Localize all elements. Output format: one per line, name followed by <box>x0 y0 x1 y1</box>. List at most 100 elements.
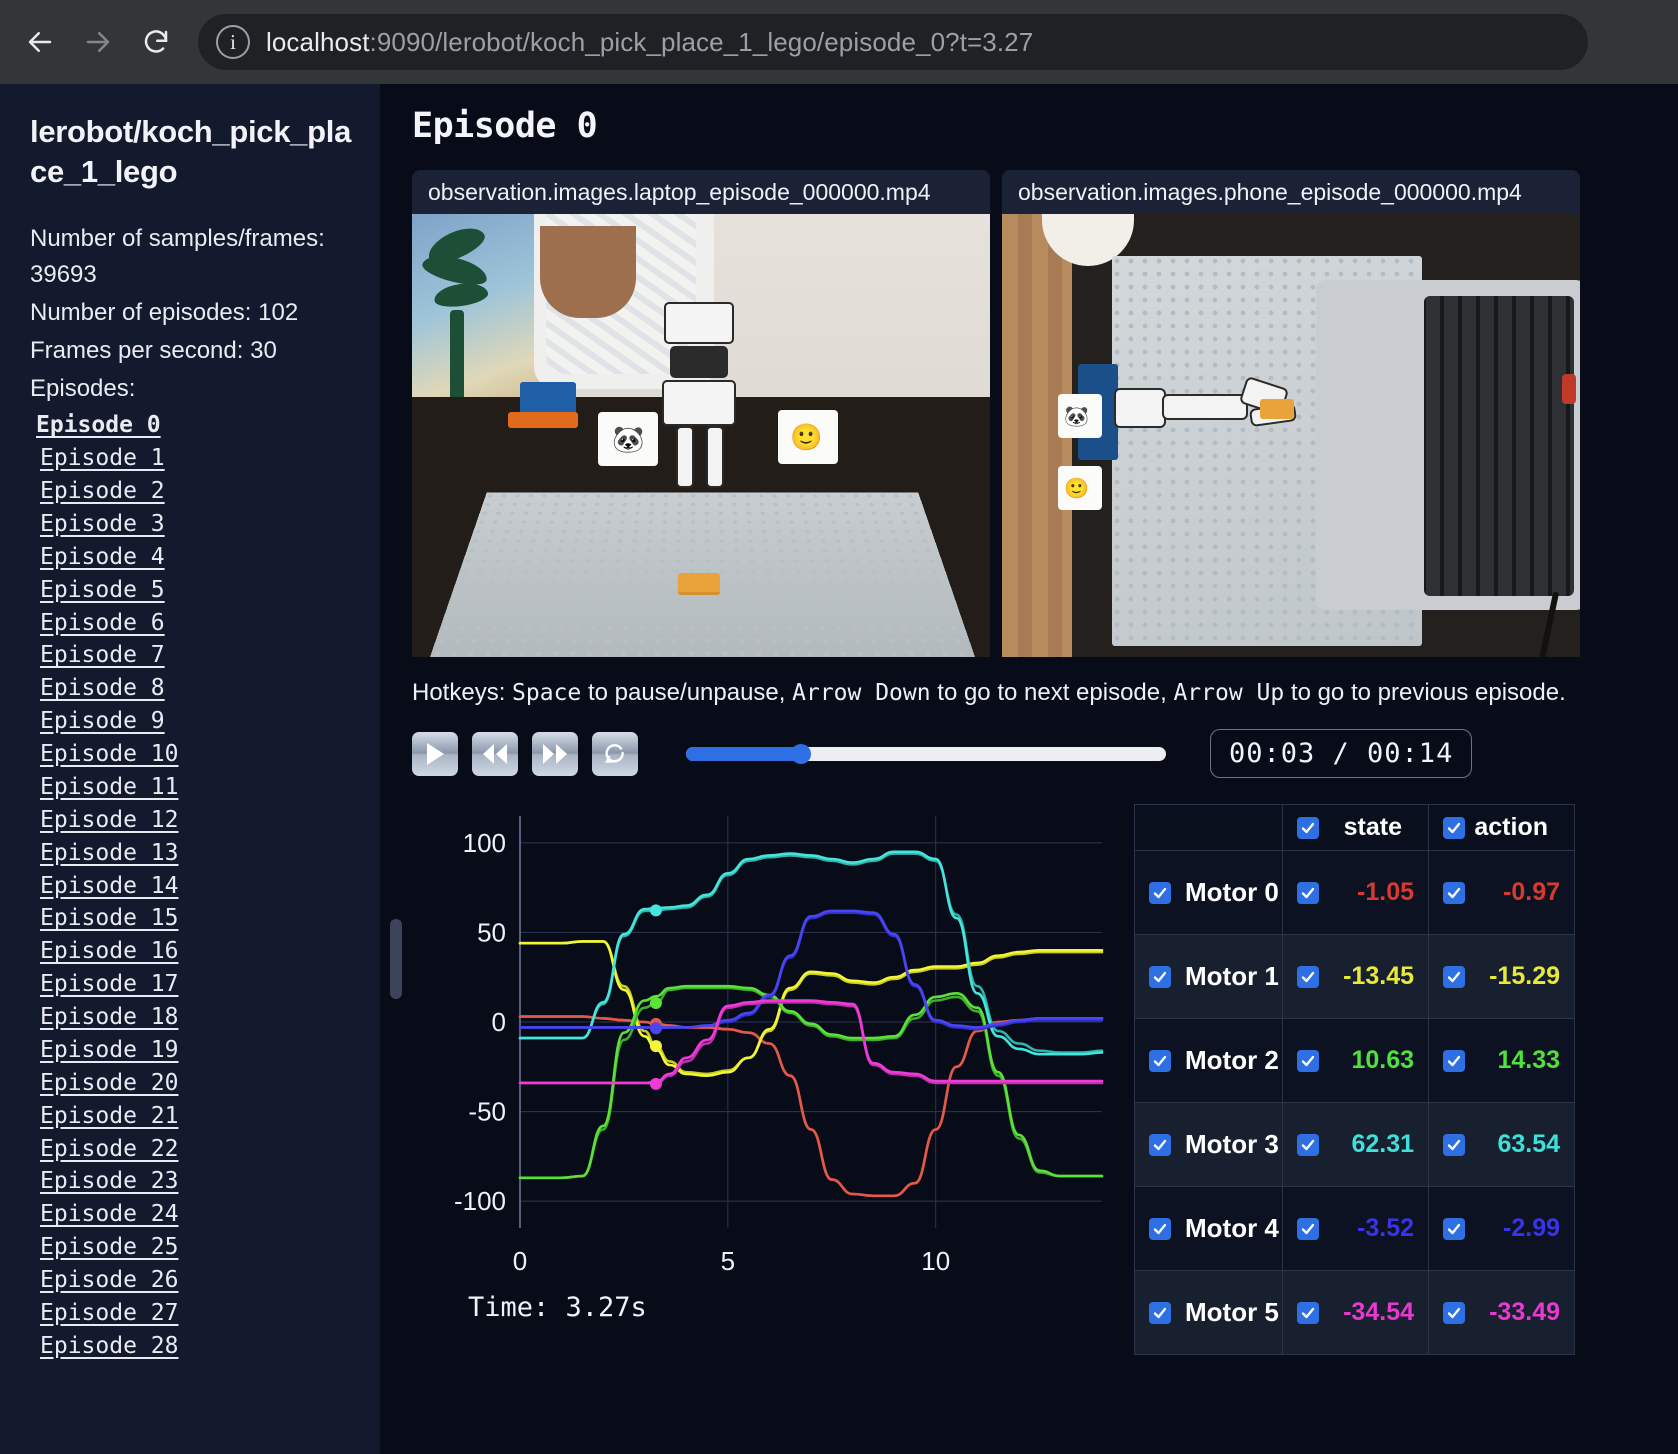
fast-forward-button[interactable] <box>532 731 578 776</box>
motor-0-state-checkbox[interactable] <box>1297 881 1319 904</box>
check-icon <box>1447 1055 1461 1066</box>
hotkeys-text-3: to go to previous episode. <box>1284 679 1566 706</box>
site-info-icon[interactable]: i <box>216 25 250 59</box>
motor-5-action-checkbox[interactable] <box>1443 1301 1465 1324</box>
sidebar-episode-2[interactable]: Episode 2 <box>40 478 165 505</box>
sidebar-episode-16[interactable]: Episode 16 <box>40 938 179 965</box>
browser-toolbar: i localhost:9090/lerobot/koch_pick_place… <box>0 0 1678 84</box>
sidebar-episode-5[interactable]: Episode 5 <box>40 576 165 603</box>
table-row: Motor 4 -3.52 -2.99 <box>1134 1186 1575 1271</box>
cell-motor-state-4: -3.52 <box>1282 1186 1429 1271</box>
video-player-laptop[interactable]: 🐼 🙂 <box>412 214 990 657</box>
sidebar-episode-14[interactable]: Episode 14 <box>40 872 179 899</box>
sidebar-episode-8[interactable]: Episode 8 <box>40 675 165 702</box>
motor-5-state-checkbox[interactable] <box>1297 1301 1319 1324</box>
sidebar-episode-26[interactable]: Episode 26 <box>40 1267 179 1294</box>
y-tick-label: -100 <box>454 1186 506 1216</box>
sidebar-episode-28[interactable]: Episode 28 <box>40 1332 179 1359</box>
sidebar-episode-20[interactable]: Episode 20 <box>40 1069 179 1096</box>
motor-4-state-checkbox[interactable] <box>1297 1217 1319 1240</box>
motor-3-checkbox[interactable] <box>1149 1133 1171 1156</box>
sidebar-episode-21[interactable]: Episode 21 <box>40 1102 179 1129</box>
motor-table-head: state action <box>1134 804 1575 851</box>
motor-0-state-value: -1.05 <box>1357 878 1414 906</box>
motor-3-action-checkbox[interactable] <box>1443 1133 1465 1156</box>
motor-1-state-checkbox[interactable] <box>1297 965 1319 988</box>
sidebar-episode-25[interactable]: Episode 25 <box>40 1234 179 1261</box>
sidebar-episode-17[interactable]: Episode 17 <box>40 971 179 998</box>
motor-table: state action Motor 0 -1.05 -0.97 Mot <box>1134 804 1575 1355</box>
header-action: action <box>1428 804 1575 851</box>
sidebar-episode-18[interactable]: Episode 18 <box>40 1004 179 1031</box>
check-icon <box>1301 822 1315 833</box>
panel-scrollbar-handle[interactable] <box>390 919 402 999</box>
seek-slider[interactable] <box>686 743 1166 764</box>
sidebar-episode-13[interactable]: Episode 13 <box>40 839 179 866</box>
sidebar-episode-24[interactable]: Episode 24 <box>40 1201 179 1228</box>
seek-handle[interactable] <box>791 743 812 764</box>
sidebar-episode-23[interactable]: Episode 23 <box>40 1168 179 1195</box>
motor-0-checkbox[interactable] <box>1149 881 1171 904</box>
address-bar[interactable]: i localhost:9090/lerobot/koch_pick_place… <box>198 14 1588 70</box>
motor-3-action-value: 63.54 <box>1497 1130 1560 1158</box>
sidebar-episode-3[interactable]: Episode 3 <box>40 510 165 537</box>
arrow-left-icon <box>28 32 52 52</box>
motor-4-checkbox[interactable] <box>1149 1217 1171 1240</box>
sidebar-episode-22[interactable]: Episode 22 <box>40 1135 179 1162</box>
sidebar-episode-11[interactable]: Episode 11 <box>40 773 179 800</box>
sidebar-episode-12[interactable]: Episode 12 <box>40 806 179 833</box>
motor-2-state-value: 10.63 <box>1351 1046 1414 1074</box>
motor-table-wrap: state action Motor 0 -1.05 -0.97 Mot <box>1134 798 1648 1355</box>
reload-button[interactable] <box>130 16 182 68</box>
play-button[interactable] <box>412 731 458 776</box>
cell-motor-name-3: Motor 3 <box>1134 1102 1283 1187</box>
state-column-checkbox[interactable] <box>1297 816 1319 839</box>
motor-4-action-checkbox[interactable] <box>1443 1217 1465 1240</box>
series-line <box>518 850 1104 1056</box>
check-icon <box>1447 971 1461 982</box>
rewind-button[interactable] <box>472 731 518 776</box>
cell-motor-name-5: Motor 5 <box>1134 1270 1283 1355</box>
motor-2-state-checkbox[interactable] <box>1297 1049 1319 1072</box>
meta-episodes: Number of episodes: 102 <box>30 299 299 327</box>
page-body: lerobot/koch_pick_place_1_lego Number of… <box>0 84 1678 1454</box>
seek-progress <box>686 746 802 761</box>
sidebar-episode-0[interactable]: Episode 0 <box>36 412 161 439</box>
sidebar-episode-4[interactable]: Episode 4 <box>40 543 165 570</box>
sidebar-episode-9[interactable]: Episode 9 <box>40 708 165 735</box>
check-icon <box>1447 822 1461 833</box>
cell-motor-name-1: Motor 1 <box>1134 934 1283 1019</box>
motor-0-action-checkbox[interactable] <box>1443 881 1465 904</box>
motor-3-state-checkbox[interactable] <box>1297 1133 1319 1156</box>
robot-arm-phone-view <box>1114 374 1298 438</box>
motor-2-action-checkbox[interactable] <box>1443 1049 1465 1072</box>
series-line <box>518 984 1104 1180</box>
check-icon <box>1153 1139 1167 1150</box>
sidebar: lerobot/koch_pick_place_1_lego Number of… <box>0 84 380 1454</box>
forward-button[interactable] <box>72 16 124 68</box>
x-tick-label: 10 <box>921 1246 950 1276</box>
motor-1-action-checkbox[interactable] <box>1443 965 1465 988</box>
y-tick-label: -50 <box>468 1097 506 1127</box>
video-player-phone[interactable]: 🐼 🙂 <box>1002 214 1580 657</box>
motor-5-checkbox[interactable] <box>1149 1301 1171 1324</box>
x-tick-label: 0 <box>513 1246 527 1276</box>
y-tick-label: 0 <box>492 1007 506 1037</box>
loop-button[interactable] <box>592 731 638 776</box>
chart-background <box>412 798 1112 1288</box>
action-column-checkbox[interactable] <box>1443 816 1465 839</box>
sidebar-episode-1[interactable]: Episode 1 <box>40 445 165 472</box>
sidebar-episode-15[interactable]: Episode 15 <box>40 905 179 932</box>
check-icon <box>1153 1223 1167 1234</box>
sidebar-episode-27[interactable]: Episode 27 <box>40 1299 179 1326</box>
sidebar-episode-19[interactable]: Episode 19 <box>40 1036 179 1063</box>
hotkey-arrow-down: Arrow Down <box>792 680 931 706</box>
back-button[interactable] <box>14 16 66 68</box>
meta-samples: Number of samples/frames: 39693 <box>30 225 325 289</box>
motor-2-checkbox[interactable] <box>1149 1049 1171 1072</box>
sidebar-episode-10[interactable]: Episode 10 <box>40 741 179 768</box>
motor-1-checkbox[interactable] <box>1149 965 1171 988</box>
motor-chart[interactable]: -100 -50 0 50 100 0 5 10 Time: 3.27s <box>412 798 1112 1355</box>
sidebar-episode-6[interactable]: Episode 6 <box>40 609 165 636</box>
sidebar-episode-7[interactable]: Episode 7 <box>40 642 165 669</box>
